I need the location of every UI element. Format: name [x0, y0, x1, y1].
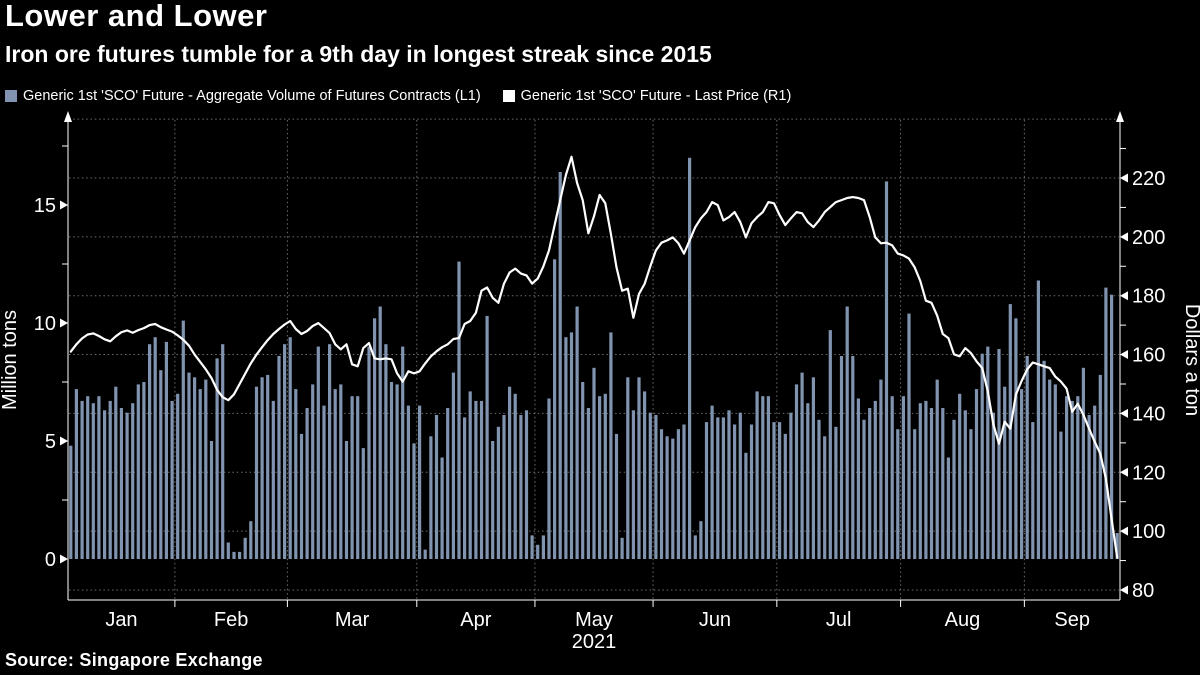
legend-item-volume: Generic 1st 'SCO' Future - Aggregate Vol… — [5, 88, 481, 104]
svg-text:80: 80 — [1132, 580, 1154, 602]
volume-bars — [69, 157, 1119, 560]
x-label-mar: Mar — [335, 609, 370, 631]
x-label-feb: Feb — [214, 609, 248, 631]
x-label-aug: Aug — [945, 609, 981, 631]
svg-text:0: 0 — [45, 549, 56, 571]
price-series-swatch-icon — [502, 90, 515, 102]
x-label-jan: Jan — [105, 609, 137, 631]
svg-text:5: 5 — [45, 431, 56, 453]
chart-legend: Generic 1st 'SCO' Future - Aggregate Vol… — [5, 88, 791, 104]
chart-subtitle: Iron ore futures tumble for a 9th day in… — [5, 41, 712, 67]
x-year-label: 2021 — [572, 631, 617, 653]
x-label-jul: Jul — [826, 609, 852, 631]
volume-series-swatch-icon — [5, 90, 17, 102]
svg-text:15: 15 — [34, 195, 56, 217]
svg-text:160: 160 — [1132, 345, 1165, 367]
svg-text:200: 200 — [1132, 227, 1165, 249]
svg-text:180: 180 — [1132, 286, 1165, 308]
svg-text:100: 100 — [1132, 521, 1165, 543]
x-label-sep: Sep — [1054, 609, 1090, 631]
right-axis-title: Dollars a ton — [1181, 304, 1200, 416]
left-axis: 0 5 10 15 Million tons — [0, 145, 68, 571]
svg-text:140: 140 — [1132, 403, 1165, 425]
page-title: Lower and Lower — [5, 0, 268, 33]
x-label-jun: Jun — [699, 609, 731, 631]
source-note: Source: Singapore Exchange — [5, 650, 263, 670]
svg-text:120: 120 — [1132, 462, 1165, 484]
x-label-apr: Apr — [460, 609, 491, 631]
x-label-may: May — [575, 609, 613, 631]
price-line — [69, 155, 1119, 559]
legend-item-price: Generic 1st 'SCO' Future - Last Price (R… — [502, 88, 792, 104]
left-axis-title: Million tons — [0, 310, 21, 410]
svg-text:220: 220 — [1132, 168, 1165, 190]
legend-item-volume-label: Generic 1st 'SCO' Future - Aggregate Vol… — [23, 88, 481, 104]
svg-text:10: 10 — [34, 313, 56, 335]
legend-item-price-label: Generic 1st 'SCO' Future - Last Price (R… — [520, 88, 792, 104]
right-axis: 80 100 120 140 160 180 200 220 Dollars a ton — [1120, 148, 1200, 602]
axes — [64, 111, 1124, 601]
